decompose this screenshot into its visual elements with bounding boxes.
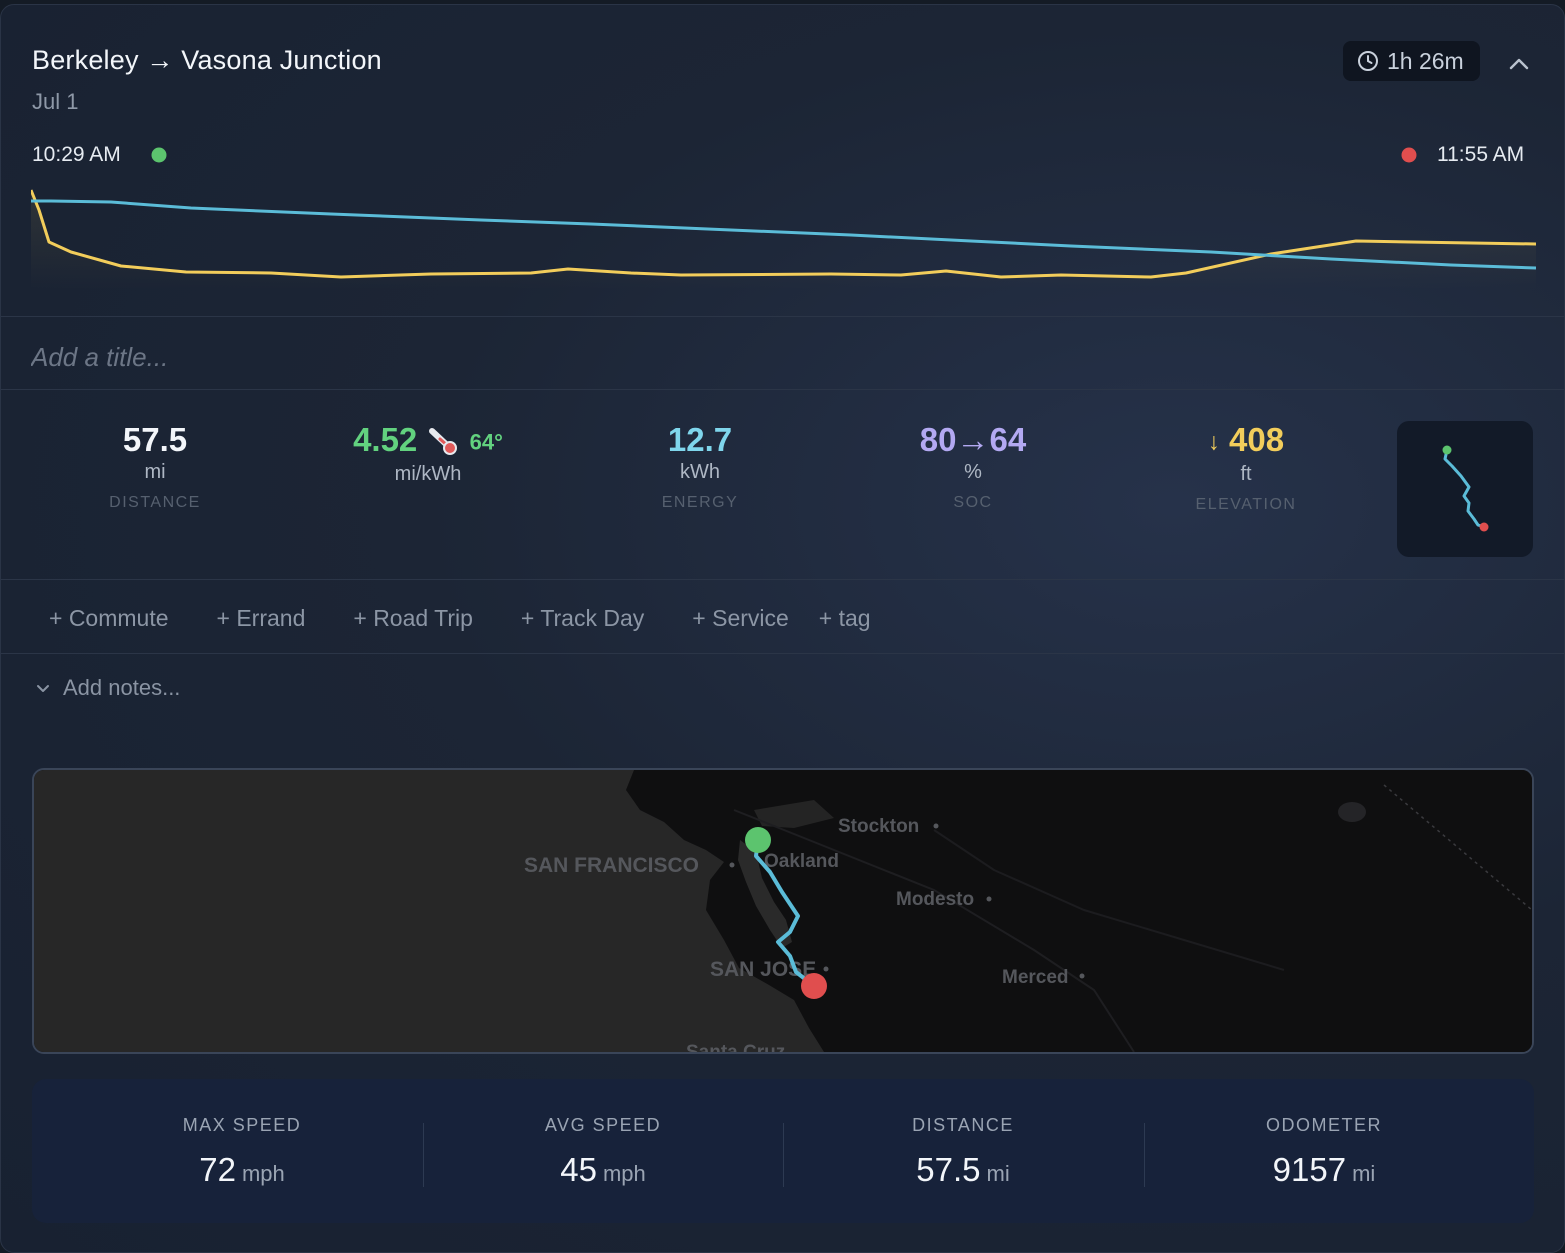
divider (1144, 1123, 1145, 1187)
divider (423, 1123, 424, 1187)
trip-timeline (151, 147, 1417, 163)
energy-value: 12.7 (667, 421, 733, 458)
divider (1, 653, 1564, 654)
trip-card: Berkeley → Vasona Junction Jul 1 1h 26m … (0, 4, 1565, 1253)
start-time: 10:29 AM (32, 143, 121, 166)
temperature-value: 64° (469, 429, 503, 455)
chevron-down-icon (37, 685, 49, 692)
route-thumbnail-path (1442, 445, 1489, 532)
route-map[interactable]: Stockton SAN FRANCISCO Oakland Modesto S… (32, 768, 1534, 1054)
stat-distance: 57.5 mi DISTANCE (30, 420, 280, 512)
tag-track-day[interactable]: + Track Day (520, 605, 645, 631)
divider (1, 579, 1564, 580)
duration-badge: 1h 26m (1343, 41, 1480, 81)
map-start-marker (745, 827, 771, 853)
map-label-modesto: Modesto (896, 889, 974, 910)
stat-elevation: ↓ 408 ft ELEVATION (1121, 420, 1371, 514)
thermometer-icon (429, 428, 458, 456)
tag-service[interactable]: + Service (692, 605, 789, 631)
timeline-start-dot (151, 147, 167, 163)
map-label-san-jose: SAN JOSE (710, 958, 816, 981)
stat-efficiency: 4.52 64° mi/kWh (303, 420, 553, 486)
avg-speed-label: AVG SPEED (544, 1115, 662, 1135)
stat-energy: 12.7 kWh ENERGY (575, 420, 825, 512)
route-destination: Vasona Junction (181, 45, 382, 75)
map-label-santa-cruz: Santa Cruz (686, 1042, 785, 1052)
map-land (626, 770, 1532, 1052)
route-title: Berkeley → Vasona Junction (32, 45, 382, 76)
odometer-value: 9157 mi (1272, 1151, 1376, 1188)
distance-unit: mi (144, 461, 166, 483)
divider (783, 1123, 784, 1187)
route-arrow: → (146, 45, 174, 75)
energy-unit: kWh (680, 461, 720, 483)
summary-avg-speed: AVG SPEED 45 mph (423, 1079, 783, 1223)
elevation-fill (31, 190, 1536, 290)
route-thumbnail[interactable] (1397, 421, 1533, 557)
summary-distance-value: 57.5 mi (916, 1151, 1010, 1188)
max-speed-value: 72 mph (199, 1151, 285, 1188)
chevron-up-icon[interactable] (1504, 49, 1534, 79)
trip-title-input[interactable] (31, 337, 931, 377)
tag-list: + Commute + Errand + Road Trip + Track D… (49, 605, 871, 632)
stat-soc: 80→64 % SOC (848, 420, 1098, 512)
map-label-oakland: Oakland (764, 851, 839, 872)
arrow-down-icon: ↓ (1207, 428, 1220, 456)
clock-icon (1358, 51, 1378, 71)
elevation-row: ↓ 408 (1121, 420, 1371, 462)
map-route-line (754, 838, 816, 988)
energy-label: ENERGY (661, 494, 739, 511)
tag-errand[interactable]: + Errand (216, 605, 306, 631)
elevation-label: ELEVATION (1195, 496, 1297, 514)
summary-distance: DISTANCE 57.5 mi (783, 1079, 1143, 1223)
summary-odometer: ODOMETER 9157 mi (1144, 1079, 1504, 1223)
elevation-value: 408 (1229, 421, 1285, 458)
soc-unit: % (964, 461, 982, 483)
notes-toggle[interactable]: Add notes... (35, 675, 180, 701)
divider (1, 316, 1564, 317)
trip-date: Jul 1 (32, 89, 79, 114)
timeline-end-dot (1401, 147, 1417, 163)
trip-summary-panel: MAX SPEED 72 mph AVG SPEED 45 mph DISTANCE… (32, 1079, 1534, 1223)
efficiency-row: 4.52 64° (303, 420, 553, 462)
elevation-unit: ft (1240, 463, 1252, 486)
odometer-label: ODOMETER (1265, 1115, 1382, 1135)
soc-value: 80→64 (919, 421, 1027, 458)
end-time: 11:55 AM (1437, 143, 1525, 166)
map-label-stockton: Stockton (838, 816, 919, 837)
avg-speed-value: 45 mph (560, 1151, 646, 1188)
elevation-line (31, 189, 1536, 279)
map-label-merced: Merced (1002, 967, 1069, 988)
notes-placeholder: Add notes... (63, 675, 181, 700)
summary-max-speed: MAX SPEED 72 mph (62, 1079, 422, 1223)
distance-label: DISTANCE (109, 494, 201, 511)
max-speed-label: MAX SPEED (182, 1115, 302, 1135)
efficiency-unit: mi/kWh (394, 463, 462, 486)
map-end-marker (801, 973, 827, 999)
map-canvas: Stockton SAN FRANCISCO Oakland Modesto S… (34, 770, 1532, 1052)
soc-label: SOC (953, 494, 993, 511)
efficiency-value: 4.52 (353, 421, 418, 458)
tag-add-custom[interactable]: + tag (818, 605, 871, 631)
divider (1, 389, 1564, 390)
tag-commute[interactable]: + Commute (49, 605, 169, 631)
trip-sparkline (31, 189, 1536, 290)
duration-text: 1h 26m (1387, 47, 1464, 74)
route-origin: Berkeley (32, 45, 139, 75)
soc-line (31, 199, 1536, 270)
distance-value: 57.5 (122, 421, 188, 458)
map-label-san-francisco: SAN FRANCISCO (524, 854, 699, 877)
map-bay (738, 840, 792, 948)
summary-distance-label: DISTANCE (912, 1115, 1014, 1135)
tag-road-trip[interactable]: + Road Trip (353, 605, 473, 631)
